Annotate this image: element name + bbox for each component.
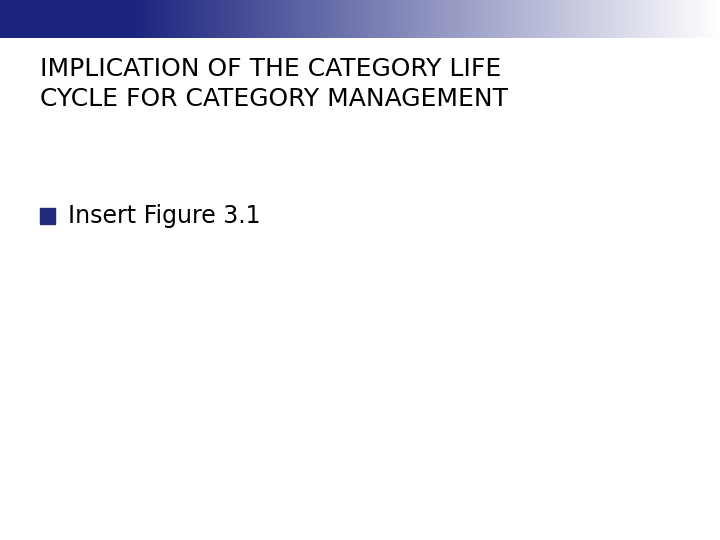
Text: IMPLICATION OF THE CATEGORY LIFE
CYCLE FOR CATEGORY MANAGEMENT: IMPLICATION OF THE CATEGORY LIFE CYCLE F… <box>40 57 508 111</box>
Bar <box>40 208 55 224</box>
Text: Insert Figure 3.1: Insert Figure 3.1 <box>68 204 261 228</box>
